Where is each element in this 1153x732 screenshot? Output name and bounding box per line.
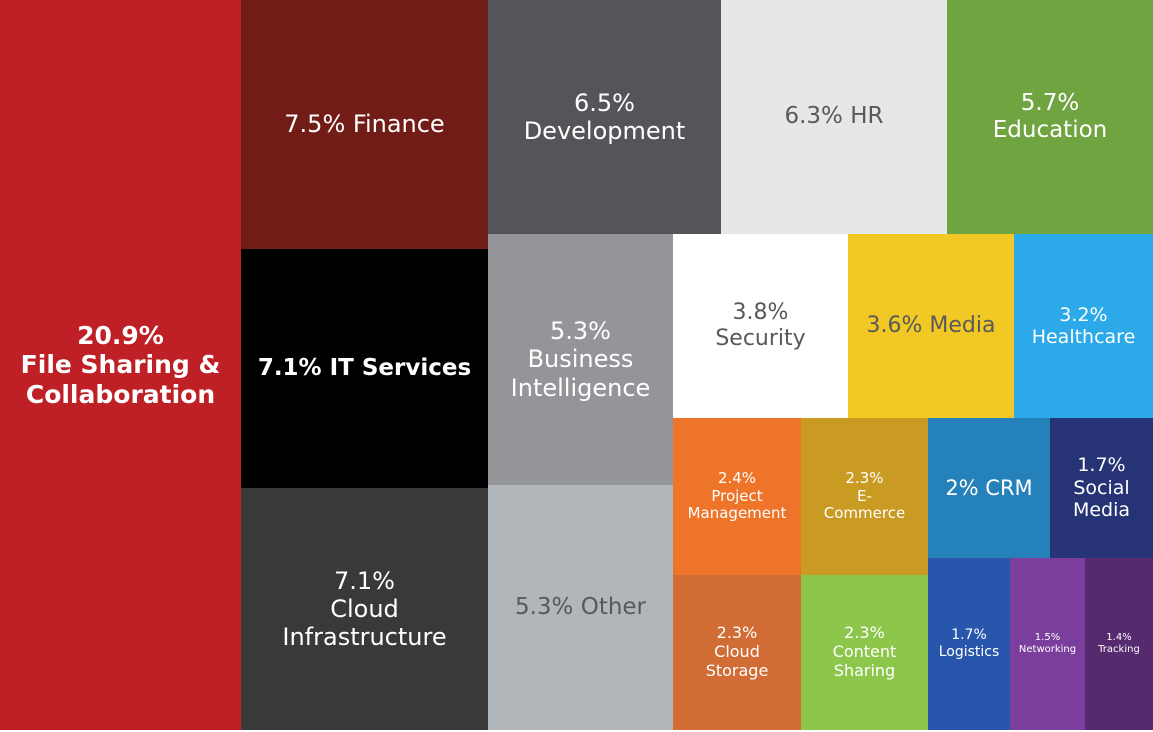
treemap-label-line: Cloud [330, 594, 399, 623]
treemap-label-e-commerce: 2.3% E- Commerce [823, 468, 906, 523]
treemap-tile-tracking: 1.4% Tracking [1085, 558, 1153, 730]
treemap-label-line: 6.5% [574, 88, 635, 117]
treemap-label-cloud-infrastructure: 7.1% Cloud Infrastructure [282, 567, 446, 652]
treemap-tile-hr: 6.3% HR [721, 0, 947, 234]
treemap-label-education: 5.7% Education [993, 90, 1108, 144]
treemap-label-media: 3.6% Media [867, 313, 996, 339]
treemap-label-line: Education [992, 117, 1108, 143]
treemap-tile-cloud-infrastructure: 7.1% Cloud Infrastructure [241, 488, 488, 730]
treemap-label-cloud-storage: 2.3% Cloud Storage [705, 623, 769, 681]
treemap-label-it-services: 7.1% IT Services [258, 355, 471, 382]
treemap-label-tracking: 1.4% Tracking [1098, 632, 1140, 656]
treemap-label-line: Cloud [714, 642, 760, 662]
treemap-tile-project-management: 2.4% Project Management [673, 418, 801, 575]
treemap-label-line: 5.7% [1020, 89, 1080, 116]
treemap-label-line: 2.3% [716, 623, 758, 643]
treemap-label-business-intelligence: 5.3% Business Intelligence [511, 317, 651, 402]
treemap-tile-networking: 1.5% Networking [1010, 558, 1085, 730]
treemap-label-development: 6.5% Development [524, 89, 686, 146]
treemap-tile-healthcare: 3.2% Healthcare [1014, 234, 1153, 418]
treemap-tile-file-sharing-and-collaboration: 20.9% File Sharing & Collaboration [0, 0, 241, 730]
treemap-label-line: 20.9% [77, 320, 164, 350]
treemap-label-line: Commerce [823, 504, 906, 523]
treemap-tile-media: 3.6% Media [848, 234, 1014, 418]
treemap-label-line: 7.1% IT Services [257, 354, 472, 381]
treemap-label-other: 5.3% Other [515, 594, 646, 621]
treemap-label-file-sharing-and-collaboration: 20.9% File Sharing & Collaboration [21, 321, 221, 410]
treemap-tile-crm: 2% CRM [928, 418, 1050, 558]
treemap-tile-content-sharing: 2.3% Content Sharing [801, 575, 928, 730]
treemap-label-line: 5.3% [550, 317, 611, 346]
treemap-label-line: 1.7% [951, 627, 987, 644]
treemap-tile-cloud-storage: 2.3% Cloud Storage [673, 575, 801, 730]
treemap-label-line: File Sharing & [20, 350, 221, 380]
treemap-label-hr: 6.3% HR [784, 103, 883, 130]
treemap-tile-education: 5.7% Education [947, 0, 1153, 234]
treemap-tile-business-intelligence: 5.3% Business Intelligence [488, 234, 673, 485]
treemap-label-project-management: 2.4% Project Management [687, 468, 787, 523]
treemap-label-line: Infrastructure [282, 623, 447, 652]
treemap-label-line: 7.1% [334, 566, 395, 595]
treemap-label-line: Collaboration [25, 379, 216, 409]
treemap-tile-it-services: 7.1% IT Services [241, 249, 488, 488]
treemap-tile-finance: 7.5% Finance [241, 0, 488, 249]
treemap-label-line: 1.4% [1106, 632, 1132, 644]
treemap-label-line: Healthcare [1031, 326, 1136, 348]
treemap-label-healthcare: 3.2% Healthcare [1032, 304, 1136, 349]
treemap-label-line: 1.5% [1034, 632, 1061, 644]
treemap-tile-logistics: 1.7% Logistics [928, 558, 1010, 730]
treemap-tile-other: 5.3% Other [488, 485, 673, 730]
treemap-label-line: 2.3% [844, 623, 885, 643]
treemap-label-line: Sharing [833, 660, 896, 680]
treemap-label-social-media: 1.7% Social Media [1073, 454, 1130, 521]
treemap-label-content-sharing: 2.3% Content Sharing [832, 623, 897, 681]
treemap-label-line: Networking [1018, 644, 1077, 655]
treemap-label-crm: 2% CRM [945, 476, 1032, 501]
treemap-label-line: 3.8% [732, 300, 789, 326]
treemap-label-line: Media [1072, 499, 1131, 522]
treemap-tile-development: 6.5% Development [488, 0, 721, 234]
treemap-label-line: Tracking [1098, 644, 1140, 655]
treemap-label-line: Content [832, 642, 897, 662]
treemap-label-line: 6.3% HR [784, 103, 884, 130]
treemap-label-finance: 7.5% Finance [284, 110, 444, 138]
treemap-label-line: 2.4% [717, 468, 757, 487]
treemap-label-line: Project [711, 486, 763, 505]
treemap-label-line: Logistics [938, 644, 1000, 660]
treemap-tile-security: 3.8% Security [673, 234, 848, 418]
treemap-label-line: Social [1073, 476, 1130, 499]
treemap-label-line: Storage [705, 660, 769, 680]
treemap-tile-e-commerce: 2.3% E- Commerce [801, 418, 928, 575]
treemap-label-line: 2.3% [845, 468, 884, 487]
treemap-label-logistics: 1.7% Logistics [939, 627, 1000, 660]
treemap-label-line: 3.2% [1059, 303, 1108, 326]
treemap-label-line: Intelligence [510, 373, 651, 402]
treemap-tile-social-media: 1.7% Social Media [1050, 418, 1153, 558]
treemap-label-line: Management [687, 504, 787, 523]
treemap-label-line: E- [857, 486, 872, 505]
treemap-label-line: Security [715, 326, 806, 351]
treemap-label-line: 3.6% Media [866, 313, 996, 339]
treemap-label-line: Business [527, 345, 634, 374]
treemap-label-line: 1.7% [1077, 454, 1126, 477]
treemap-label-line: 7.5% Finance [284, 110, 445, 139]
treemap-label-line: Development [523, 117, 686, 145]
treemap-label-line: 2% CRM [945, 475, 1033, 500]
treemap-label-line: 5.3% Other [514, 593, 647, 620]
treemap-label-networking: 1.5% Networking [1019, 632, 1076, 656]
treemap-label-security: 3.8% Security [715, 300, 805, 352]
